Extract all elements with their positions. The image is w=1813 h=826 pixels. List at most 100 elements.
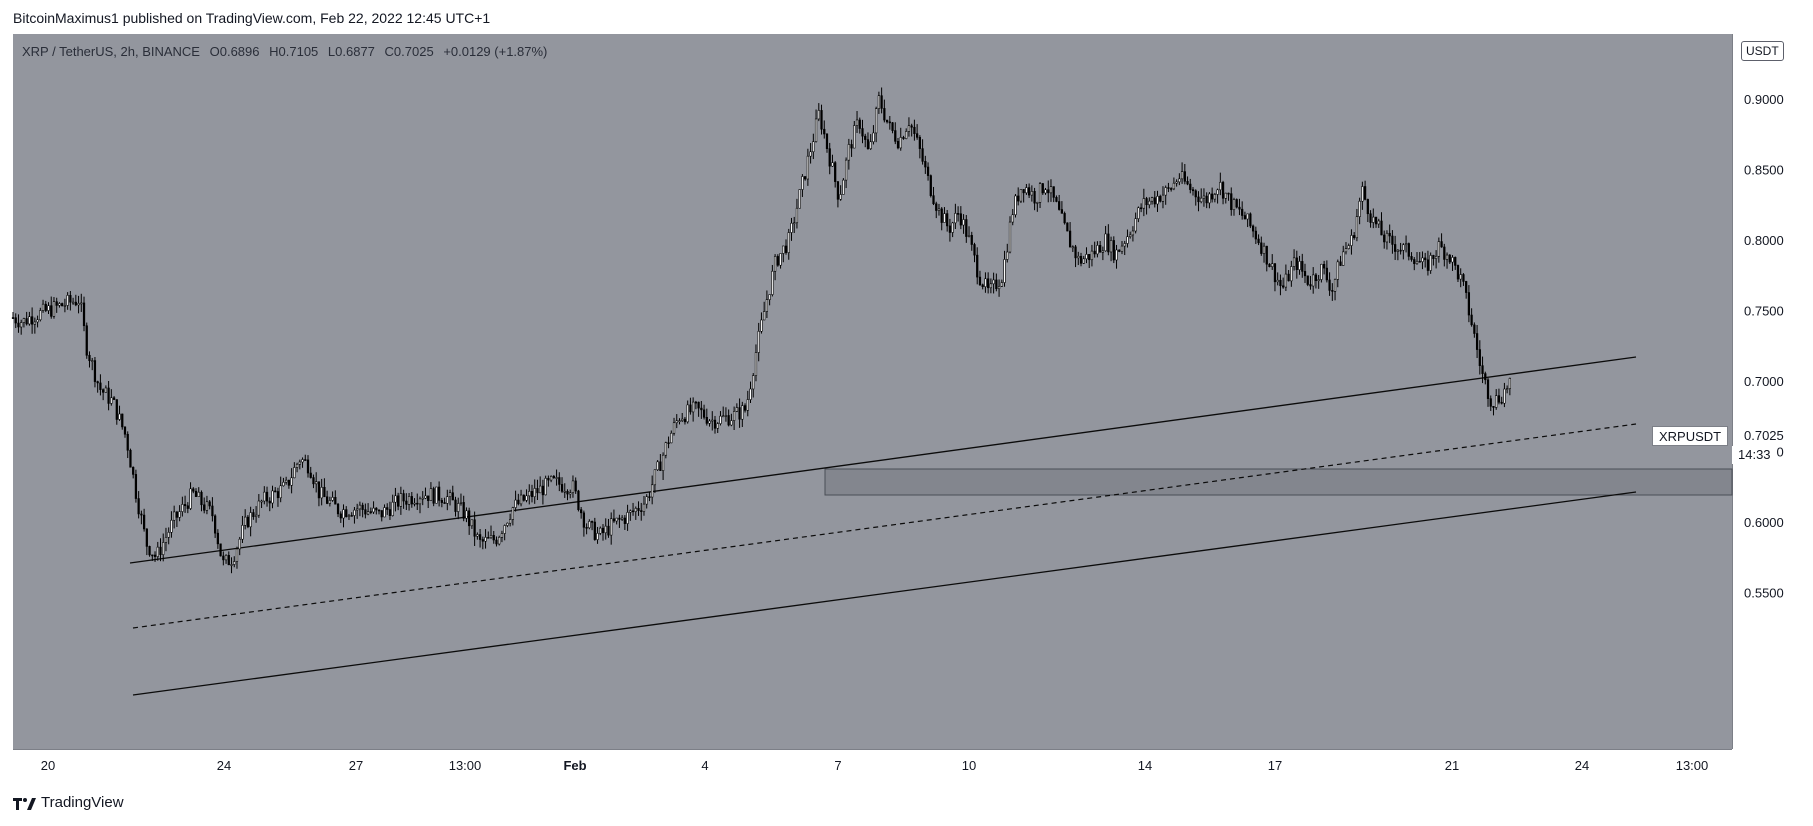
candle-body	[1058, 201, 1061, 210]
candle-body	[1167, 187, 1170, 189]
candle-body	[263, 491, 266, 502]
candle-body	[1077, 255, 1080, 259]
time-axis[interactable]	[13, 749, 1732, 781]
candle-body	[1470, 314, 1473, 326]
plot-area[interactable]	[13, 34, 1732, 749]
candle-body	[558, 477, 561, 485]
candle-body	[1044, 189, 1047, 194]
candle-body	[544, 477, 547, 496]
candle-body	[443, 502, 446, 504]
candle-body	[528, 491, 531, 497]
candle-body	[798, 189, 801, 209]
candle-body	[1139, 207, 1143, 210]
open-label: O	[209, 44, 220, 59]
footer-brand[interactable]: TradingView	[13, 794, 124, 811]
symbol-label[interactable]: XRP / TetherUS, 2h, BINANCE	[22, 44, 200, 59]
candle-body	[604, 525, 607, 534]
candle-body	[659, 461, 662, 471]
candle-body	[754, 352, 758, 376]
candle-body	[22, 318, 26, 323]
candle-body	[366, 511, 370, 515]
y-tick-label: 0.8000	[1744, 233, 1784, 248]
candle-body	[891, 122, 894, 131]
candle-body	[1358, 200, 1361, 217]
candle-body	[1025, 187, 1028, 194]
close-value: 0.7025	[393, 44, 434, 59]
price-axis[interactable]	[1732, 34, 1813, 749]
candle-body	[549, 475, 553, 481]
candle-body	[424, 495, 427, 499]
candle-body	[1211, 193, 1214, 200]
candle-body	[1459, 274, 1462, 280]
candle-body	[1350, 235, 1353, 246]
candle-body	[782, 245, 785, 254]
candle-body	[104, 387, 107, 393]
candle-body	[175, 511, 179, 518]
candle-body	[853, 125, 856, 149]
candle-body	[1424, 257, 1427, 261]
candle-body	[555, 477, 558, 479]
candle-body	[1235, 199, 1238, 208]
candle-body	[227, 554, 230, 566]
candle-body	[112, 397, 116, 400]
candle-body	[500, 533, 504, 538]
candle-body	[454, 499, 457, 512]
candle-body	[440, 500, 443, 503]
candle-body	[50, 305, 53, 317]
candle-body	[935, 203, 938, 211]
x-tick-label: 7	[834, 758, 841, 773]
candle-body	[1216, 189, 1219, 195]
candle-body	[1208, 193, 1211, 204]
candle-body	[69, 295, 72, 303]
candle-body	[795, 207, 799, 224]
candle-body	[689, 404, 692, 413]
candle-body	[973, 244, 976, 256]
candle-body	[473, 519, 476, 537]
candle-body	[317, 481, 321, 499]
candle-body	[727, 415, 730, 426]
candle-body	[1224, 192, 1227, 199]
currency-badge[interactable]: USDT	[1741, 41, 1784, 61]
candle-body	[167, 532, 170, 538]
candle-body	[33, 321, 36, 325]
candle-body	[916, 133, 919, 138]
candle-body	[590, 521, 594, 523]
candle-body	[1159, 195, 1162, 202]
candle-body	[552, 475, 555, 478]
candle-body	[55, 301, 58, 306]
candle-body	[1257, 238, 1260, 244]
candle-body	[1295, 257, 1298, 270]
candle-body	[279, 485, 282, 499]
candle-body	[1085, 254, 1088, 260]
candle-body	[1219, 182, 1222, 191]
candle-body	[216, 532, 219, 545]
y-tick-label: 0.5500	[1744, 586, 1784, 601]
candle-body	[1038, 183, 1042, 203]
candle-body	[339, 513, 342, 519]
candle-body	[888, 121, 891, 124]
candle-body	[1101, 250, 1104, 253]
candle-body	[252, 512, 255, 517]
candle-body	[776, 256, 779, 266]
candle-body	[162, 542, 165, 555]
candle-body	[320, 486, 323, 499]
candle-body	[760, 319, 763, 332]
y-tick-label: 0.7500	[1744, 304, 1784, 319]
candle-body	[290, 477, 293, 486]
candle-body	[1383, 234, 1386, 243]
candle-body	[1440, 241, 1443, 248]
candle-body	[588, 521, 591, 529]
candle-body	[432, 488, 435, 504]
candle-body	[749, 388, 752, 400]
candle-body	[1380, 220, 1383, 236]
candle-body	[208, 501, 211, 507]
candle-body	[905, 131, 908, 139]
candle-body	[1481, 365, 1484, 374]
candle-body	[563, 490, 566, 493]
channel-upper-line	[129, 356, 1637, 564]
x-tick-label: Feb	[563, 758, 586, 773]
candle-body	[533, 488, 536, 498]
candle-body	[1508, 378, 1511, 389]
candle-body	[132, 466, 135, 475]
